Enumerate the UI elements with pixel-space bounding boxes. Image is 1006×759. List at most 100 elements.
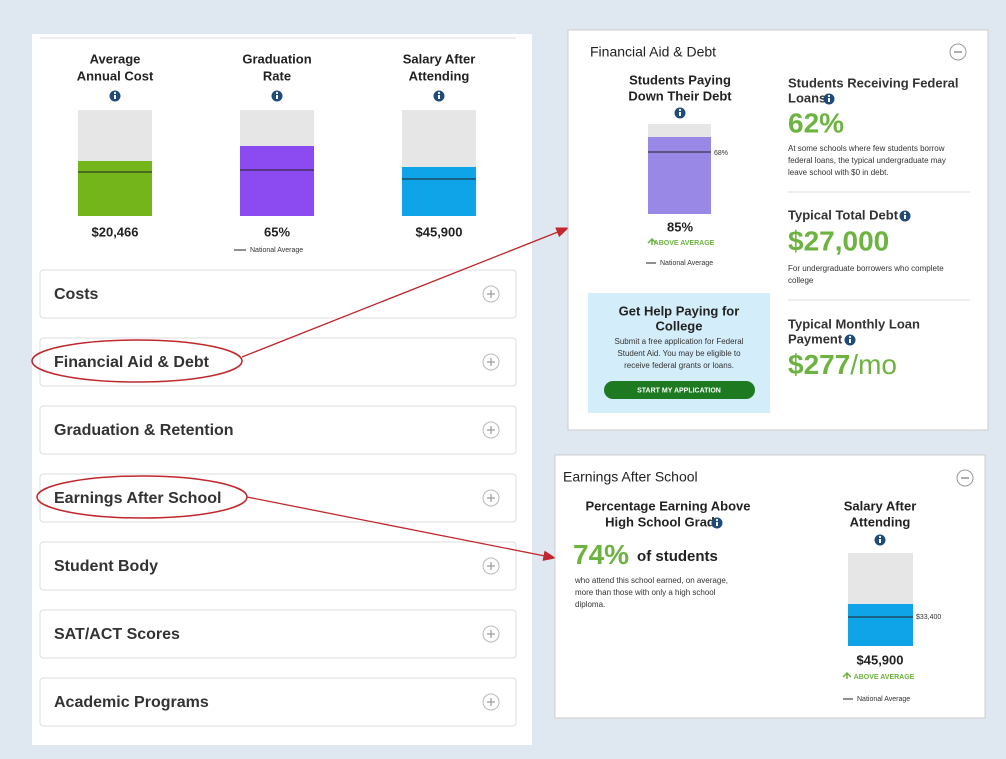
stat-title: Loans <box>788 90 826 105</box>
stat-text: more than those with only a high school <box>575 588 716 597</box>
metric-title: Annual Cost <box>77 68 154 83</box>
metric-value: 65% <box>264 224 290 239</box>
gauge-fill <box>78 161 152 216</box>
metric-title: Salary After <box>844 498 917 513</box>
info-icon[interactable] <box>109 90 121 102</box>
expand-icon[interactable] <box>482 285 500 303</box>
accordion-label[interactable]: Earnings After School <box>54 490 221 507</box>
expand-icon[interactable] <box>482 557 500 575</box>
info-icon[interactable] <box>433 90 445 102</box>
stat-text: For undergraduate borrowers who complete <box>788 264 944 273</box>
stat-text: diploma. <box>575 600 605 609</box>
expand-icon[interactable] <box>482 489 500 507</box>
info-icon[interactable] <box>823 93 835 105</box>
badge: ABOVE AVERAGE <box>654 240 715 247</box>
metric-value: 85% <box>667 219 693 234</box>
stat-text: federal loans, the typical undergraduate… <box>788 156 946 165</box>
expand-icon[interactable] <box>482 353 500 371</box>
expand-icon[interactable] <box>482 625 500 643</box>
accordion-label[interactable]: SAT/ACT Scores <box>54 626 180 643</box>
collapse-button[interactable] <box>949 43 967 61</box>
stat-text: At some schools where few students borro… <box>788 144 945 153</box>
stat-text: leave school with $0 in debt. <box>788 168 889 177</box>
help-title: College <box>656 318 703 333</box>
accordion-item[interactable]: SAT/ACT Scores <box>39 609 517 659</box>
legend-text: National Average <box>250 247 303 254</box>
stat-unit: of students <box>637 548 718 565</box>
national-value: 68% <box>714 150 728 157</box>
stat-title: Typical Monthly Loan <box>788 316 920 331</box>
stat-value: 62% <box>788 107 844 138</box>
expand-icon[interactable] <box>482 693 500 711</box>
accordion-item[interactable]: Costs <box>39 269 517 319</box>
stat-value: $27,000 <box>788 225 889 256</box>
stat-title: Typical Total Debt <box>788 207 899 222</box>
accordion-box[interactable] <box>39 269 517 319</box>
info-icon[interactable] <box>874 534 886 546</box>
stat-title: Students Receiving Federal <box>788 75 959 90</box>
accordion-box[interactable] <box>39 337 517 387</box>
accordion-box[interactable] <box>39 541 517 591</box>
accordion: Costs Financial Aid & Debt Graduation & Re… <box>39 269 517 727</box>
accordion-label[interactable]: Financial Aid & Debt <box>54 354 210 371</box>
button-label[interactable]: START MY APPLICATION <box>637 387 721 394</box>
stat-title: High School Grad <box>605 514 715 529</box>
stat-text: college <box>788 276 814 285</box>
badge: ABOVE AVERAGE <box>854 674 915 681</box>
legend-text: National Average <box>660 260 713 267</box>
info-icon[interactable] <box>271 90 283 102</box>
stat-value: $277/mo <box>788 349 897 380</box>
panel-title: Financial Aid & Debt <box>590 44 716 60</box>
gauge-fill <box>848 604 913 646</box>
info-icon[interactable] <box>844 334 856 346</box>
stat-unit: /mo <box>850 349 897 380</box>
panel-title: Earnings After School <box>563 469 698 485</box>
metric-value: $45,900 <box>416 224 463 239</box>
help-title: Get Help Paying for <box>619 303 740 318</box>
stat-number: $277 <box>788 349 850 380</box>
info-icon[interactable] <box>711 517 723 529</box>
info-icon[interactable] <box>899 210 911 222</box>
application-button[interactable] <box>604 381 755 399</box>
metric-title: Attending <box>409 68 470 83</box>
info-icon[interactable] <box>674 107 686 119</box>
metric-title: Average <box>90 51 141 66</box>
stat-number: 74% <box>573 539 629 570</box>
help-text: receive federal grants or loans. <box>624 361 734 370</box>
accordion-box[interactable] <box>39 609 517 659</box>
accordion-item[interactable]: Academic Programs <box>39 677 517 727</box>
accordion-item[interactable]: Student Body <box>39 541 517 591</box>
accordion-box[interactable] <box>39 473 517 523</box>
accordion-label[interactable]: Academic Programs <box>54 694 209 711</box>
metric-value: $20,466 <box>92 224 139 239</box>
help-text: Student Aid. You may be eligible to <box>617 349 741 358</box>
national-value: $33,400 <box>916 614 941 621</box>
legend-text: National Average <box>857 696 910 703</box>
metric-title: Down Their Debt <box>628 88 732 103</box>
accordion-item[interactable]: Graduation & Retention <box>39 405 517 455</box>
accordion-label[interactable]: Graduation & Retention <box>54 422 234 439</box>
stat-title: Payment <box>788 331 843 346</box>
accordion-item[interactable]: Financial Aid & Debt <box>39 337 517 387</box>
expand-icon[interactable] <box>482 421 500 439</box>
accordion-label[interactable]: Costs <box>54 286 99 303</box>
earnings-panel <box>554 454 986 719</box>
metric-title: Students Paying <box>629 72 731 87</box>
up-arrow <box>842 671 852 679</box>
accordion-box[interactable] <box>39 677 517 727</box>
gauge-fill <box>402 167 476 216</box>
arrow <box>241 227 570 358</box>
gauge-fill <box>240 146 314 216</box>
arrow <box>246 496 557 561</box>
help-text: Submit a free application for Federal <box>615 337 744 346</box>
accordion-item[interactable]: Earnings After School <box>39 473 517 523</box>
accordion-label[interactable]: Student Body <box>54 558 158 575</box>
stat-title: Percentage Earning Above <box>586 498 751 513</box>
accordion-box[interactable] <box>39 405 517 455</box>
metric-title: Attending <box>850 514 911 529</box>
up-arrow <box>647 237 657 245</box>
stat-value: 74% of students <box>573 539 718 570</box>
collapse-button[interactable] <box>956 469 974 487</box>
